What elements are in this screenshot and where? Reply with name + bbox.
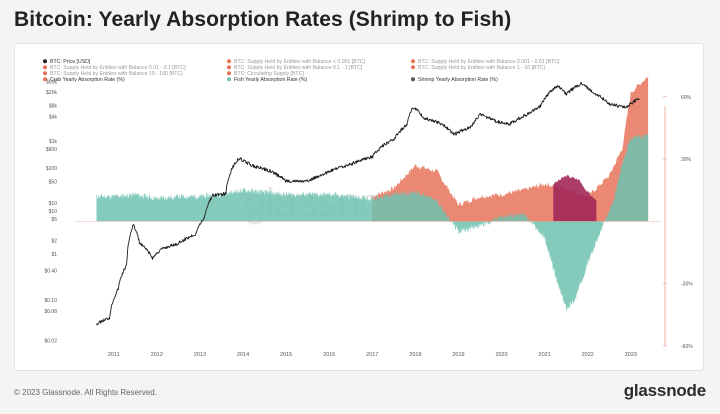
brand-logo[interactable]: glassnode: [623, 381, 706, 400]
y-left-tick-label: $20k: [46, 90, 57, 96]
legend-label: BTC: Price [USD]: [50, 59, 91, 65]
x-tick-label: 2022: [582, 352, 594, 358]
legend-swatch: [43, 71, 47, 76]
x-tick-label: 2016: [323, 352, 335, 358]
y-left-tick-label: $8k: [49, 104, 58, 110]
price-line: [96, 81, 640, 326]
x-tick-label: 2011: [108, 352, 120, 358]
x-tick-label: 2015: [280, 352, 292, 358]
x-tick-label: 2021: [539, 352, 551, 358]
legend-label: Shrimp Yearly Absorption Rate (%): [418, 77, 498, 83]
y-left-tick-label: $4k: [49, 115, 58, 121]
y-left-tick-label: $5: [51, 217, 57, 223]
y-left-tick-label: $600: [46, 147, 57, 153]
y-left-tick-label: $2: [51, 239, 57, 245]
x-tick-label: 2017: [366, 352, 378, 358]
y-left-tick-label: $60k: [46, 79, 57, 85]
y-left-tick-label: $0.10: [44, 298, 57, 304]
legend-label: Crab Yearly Absorption Rate (%): [50, 77, 125, 83]
shrimp-rate-area: [553, 174, 597, 222]
y-left-tick-label: $10: [49, 209, 58, 215]
x-tick-label: 2019: [452, 352, 464, 358]
x-tick-label: 2018: [409, 352, 421, 358]
y-right-tick-label: 30%: [681, 157, 692, 163]
legend-swatch: [43, 77, 47, 82]
y-right-tick-label: -30%: [681, 282, 693, 288]
fish-rate-area: [96, 133, 649, 312]
legend-label: BTC: Supply Held by Entities with Balanc…: [234, 65, 363, 71]
crab-rate-area: [372, 75, 649, 222]
y-right-tick-label: 60%: [681, 95, 692, 101]
page-title: Bitcoin: Yearly Absorption Rates (Shrimp…: [14, 8, 512, 31]
rate-areas: [75, 75, 661, 312]
y-left-tick-label: $1k: [49, 139, 58, 145]
legend-label: BTC: Supply Held by Entities with Balanc…: [418, 59, 560, 65]
grid: 2011 2012 2013 2014 2015 2016 2017 2018 2019 2020…: [44, 79, 693, 358]
y-left-tick-label: $1: [51, 252, 57, 258]
y-left-tick-label: $0.08: [44, 309, 57, 315]
y-left-tick-label: $10: [49, 201, 58, 207]
legend-label: BTC: Supply Held by Entities with Balanc…: [50, 71, 183, 77]
legend-swatch: [411, 59, 415, 64]
legend-label: BTC: Supply Held by Entities with Balanc…: [418, 65, 545, 71]
legend-swatch: [227, 65, 231, 70]
y-right-tick-label: -60%: [681, 344, 693, 350]
legend-label: BTC: Supply Held by Entities with Balanc…: [50, 65, 186, 71]
x-tick-label: 2013: [194, 352, 206, 358]
price-series: [96, 81, 640, 326]
legend-label: Fish Yearly Absorption Rate (%): [234, 77, 308, 83]
legend-swatch: [411, 65, 415, 70]
y-left-tick-label: $100: [46, 166, 57, 172]
chart-card: BTC: Price [USD] BTC: Supply Held by Enti…: [14, 43, 704, 371]
legend-swatch: [227, 77, 231, 82]
legend-swatch: [227, 71, 231, 76]
legend-swatch: [43, 65, 47, 70]
y-left-tick-label: $50: [49, 179, 58, 185]
y-left-tick-label: $0.02: [44, 339, 57, 345]
x-tick-label: 2020: [495, 352, 507, 358]
x-tick-label: 2014: [237, 352, 249, 358]
chart[interactable]: BTC: Price [USD] BTC: Supply Held by Enti…: [15, 44, 703, 370]
x-tick-label: 2023: [625, 352, 637, 358]
legend-swatch: [227, 59, 231, 64]
y-left-tick-label: $0.40: [44, 268, 57, 274]
legend-swatch: [411, 77, 415, 82]
legend-label: BTC: Circulating Supply [BTC]: [234, 71, 304, 77]
legend-swatch: [43, 59, 47, 64]
x-tick-label: 2012: [151, 352, 163, 358]
chart-legend: BTC: Price [USD] BTC: Supply Held by Enti…: [43, 59, 560, 83]
legend-label: BTC: Supply Held by Entities with Balanc…: [234, 59, 366, 65]
copyright: © 2023 Glassnode. All Rights Reserved.: [14, 388, 157, 397]
